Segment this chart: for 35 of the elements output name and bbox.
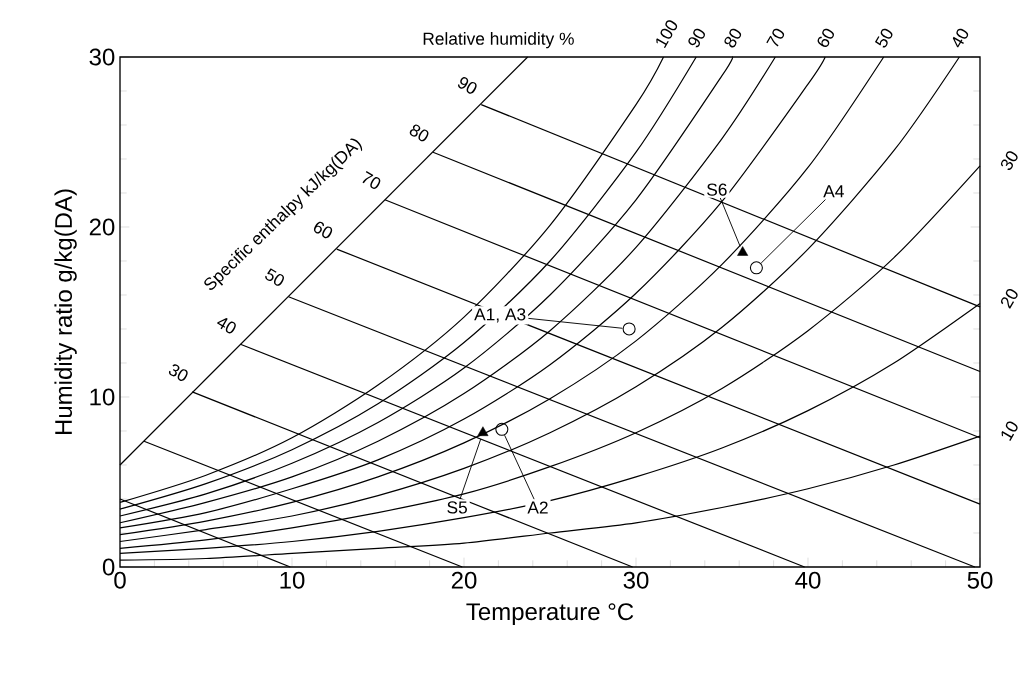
y-tick-label: 10 — [90, 388, 115, 406]
text: 90 — [688, 28, 705, 48]
text: 50 — [874, 28, 893, 48]
annotation: S6 — [707, 183, 727, 196]
text: 10 — [1001, 421, 1018, 441]
text: 30 — [168, 364, 188, 381]
text: 70 — [362, 171, 381, 189]
x-axis-title: Temperature °C — [466, 603, 634, 625]
annotation: A2 — [527, 501, 548, 514]
annotation: S5 — [447, 501, 467, 514]
text: 60 — [313, 221, 333, 239]
y-tick-label: 30 — [89, 48, 115, 66]
text: 20 — [1000, 288, 1018, 309]
x-tick-label: 40 — [795, 571, 821, 589]
y-tick-label: 20 — [89, 218, 115, 236]
text: 40 — [952, 28, 969, 48]
text: Relative humidity % — [423, 32, 574, 49]
text: 40 — [216, 318, 236, 334]
text: 100 — [656, 20, 678, 49]
text: 80 — [724, 28, 742, 48]
text: 70 — [766, 28, 785, 47]
text: 50 — [265, 268, 284, 286]
x-tick-label: 10 — [280, 571, 305, 589]
text: 30 — [1000, 151, 1018, 171]
y-axis-title: Humidity ratio g/kg(DA) — [54, 189, 77, 435]
y-tick-label: 0 — [102, 558, 115, 576]
annotation: A4 — [823, 185, 844, 198]
text: 60 — [817, 28, 834, 47]
x-tick-label: 30 — [623, 571, 649, 589]
x-tick-label: 0 — [114, 571, 126, 589]
x-tick-label: 50 — [967, 571, 993, 589]
x-tick-label: 20 — [451, 571, 477, 589]
text: 90 — [458, 77, 477, 94]
annotation: A1, A3 — [474, 308, 526, 323]
text: 80 — [409, 124, 429, 142]
